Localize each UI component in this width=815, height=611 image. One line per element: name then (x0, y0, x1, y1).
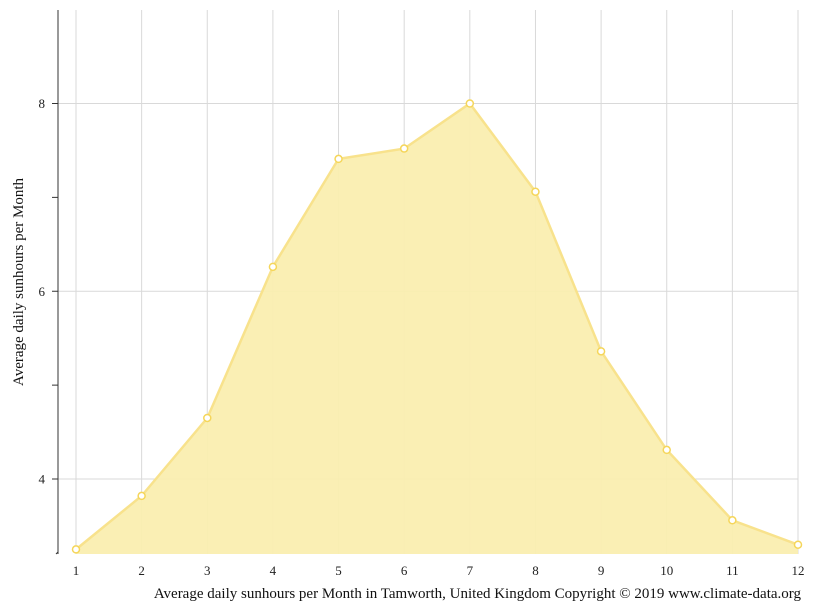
x-tick-label: 3 (204, 563, 211, 578)
data-markers (71, 99, 803, 554)
area-line (75, 101, 799, 551)
x-tick-label: 12 (792, 563, 805, 578)
data-point (399, 144, 409, 153)
x-tick-label: 6 (401, 563, 408, 578)
x-tick-label: 2 (138, 563, 145, 578)
data-point (728, 516, 737, 525)
x-tick-label: 11 (726, 563, 739, 578)
x-tick-label: 9 (598, 563, 605, 578)
y-tick-label: 4 (39, 472, 46, 487)
x-tick-label: 1 (73, 563, 80, 578)
axis-corner-tick (55, 551, 59, 555)
data-point (268, 262, 278, 272)
y-axis-label: Average daily sunhours per Month (11, 178, 27, 387)
data-point (662, 445, 671, 455)
data-point (334, 154, 343, 164)
x-tick-label: 5 (335, 563, 342, 578)
y-tick-label: 6 (39, 284, 46, 299)
x-tick-label: 4 (270, 563, 277, 578)
data-point (203, 413, 212, 423)
x-tick-label: 8 (532, 563, 539, 578)
y-tick-label: 8 (39, 96, 46, 111)
data-point (71, 545, 81, 554)
x-tick-label: 10 (660, 563, 673, 578)
data-point (793, 540, 803, 549)
chart-caption: Average daily sunhours per Month in Tamw… (154, 586, 802, 602)
axes (52, 10, 59, 555)
data-point (596, 347, 606, 356)
data-point (137, 491, 146, 501)
data-point (465, 99, 475, 108)
area-fill (76, 103, 798, 554)
x-tick-label: 7 (467, 563, 474, 578)
x-tick-labels: 1 2 3 4 5 6 7 8 9 10 11 12 (73, 563, 805, 578)
y-tick-labels: 4 6 8 (39, 96, 46, 487)
data-point (531, 187, 540, 196)
